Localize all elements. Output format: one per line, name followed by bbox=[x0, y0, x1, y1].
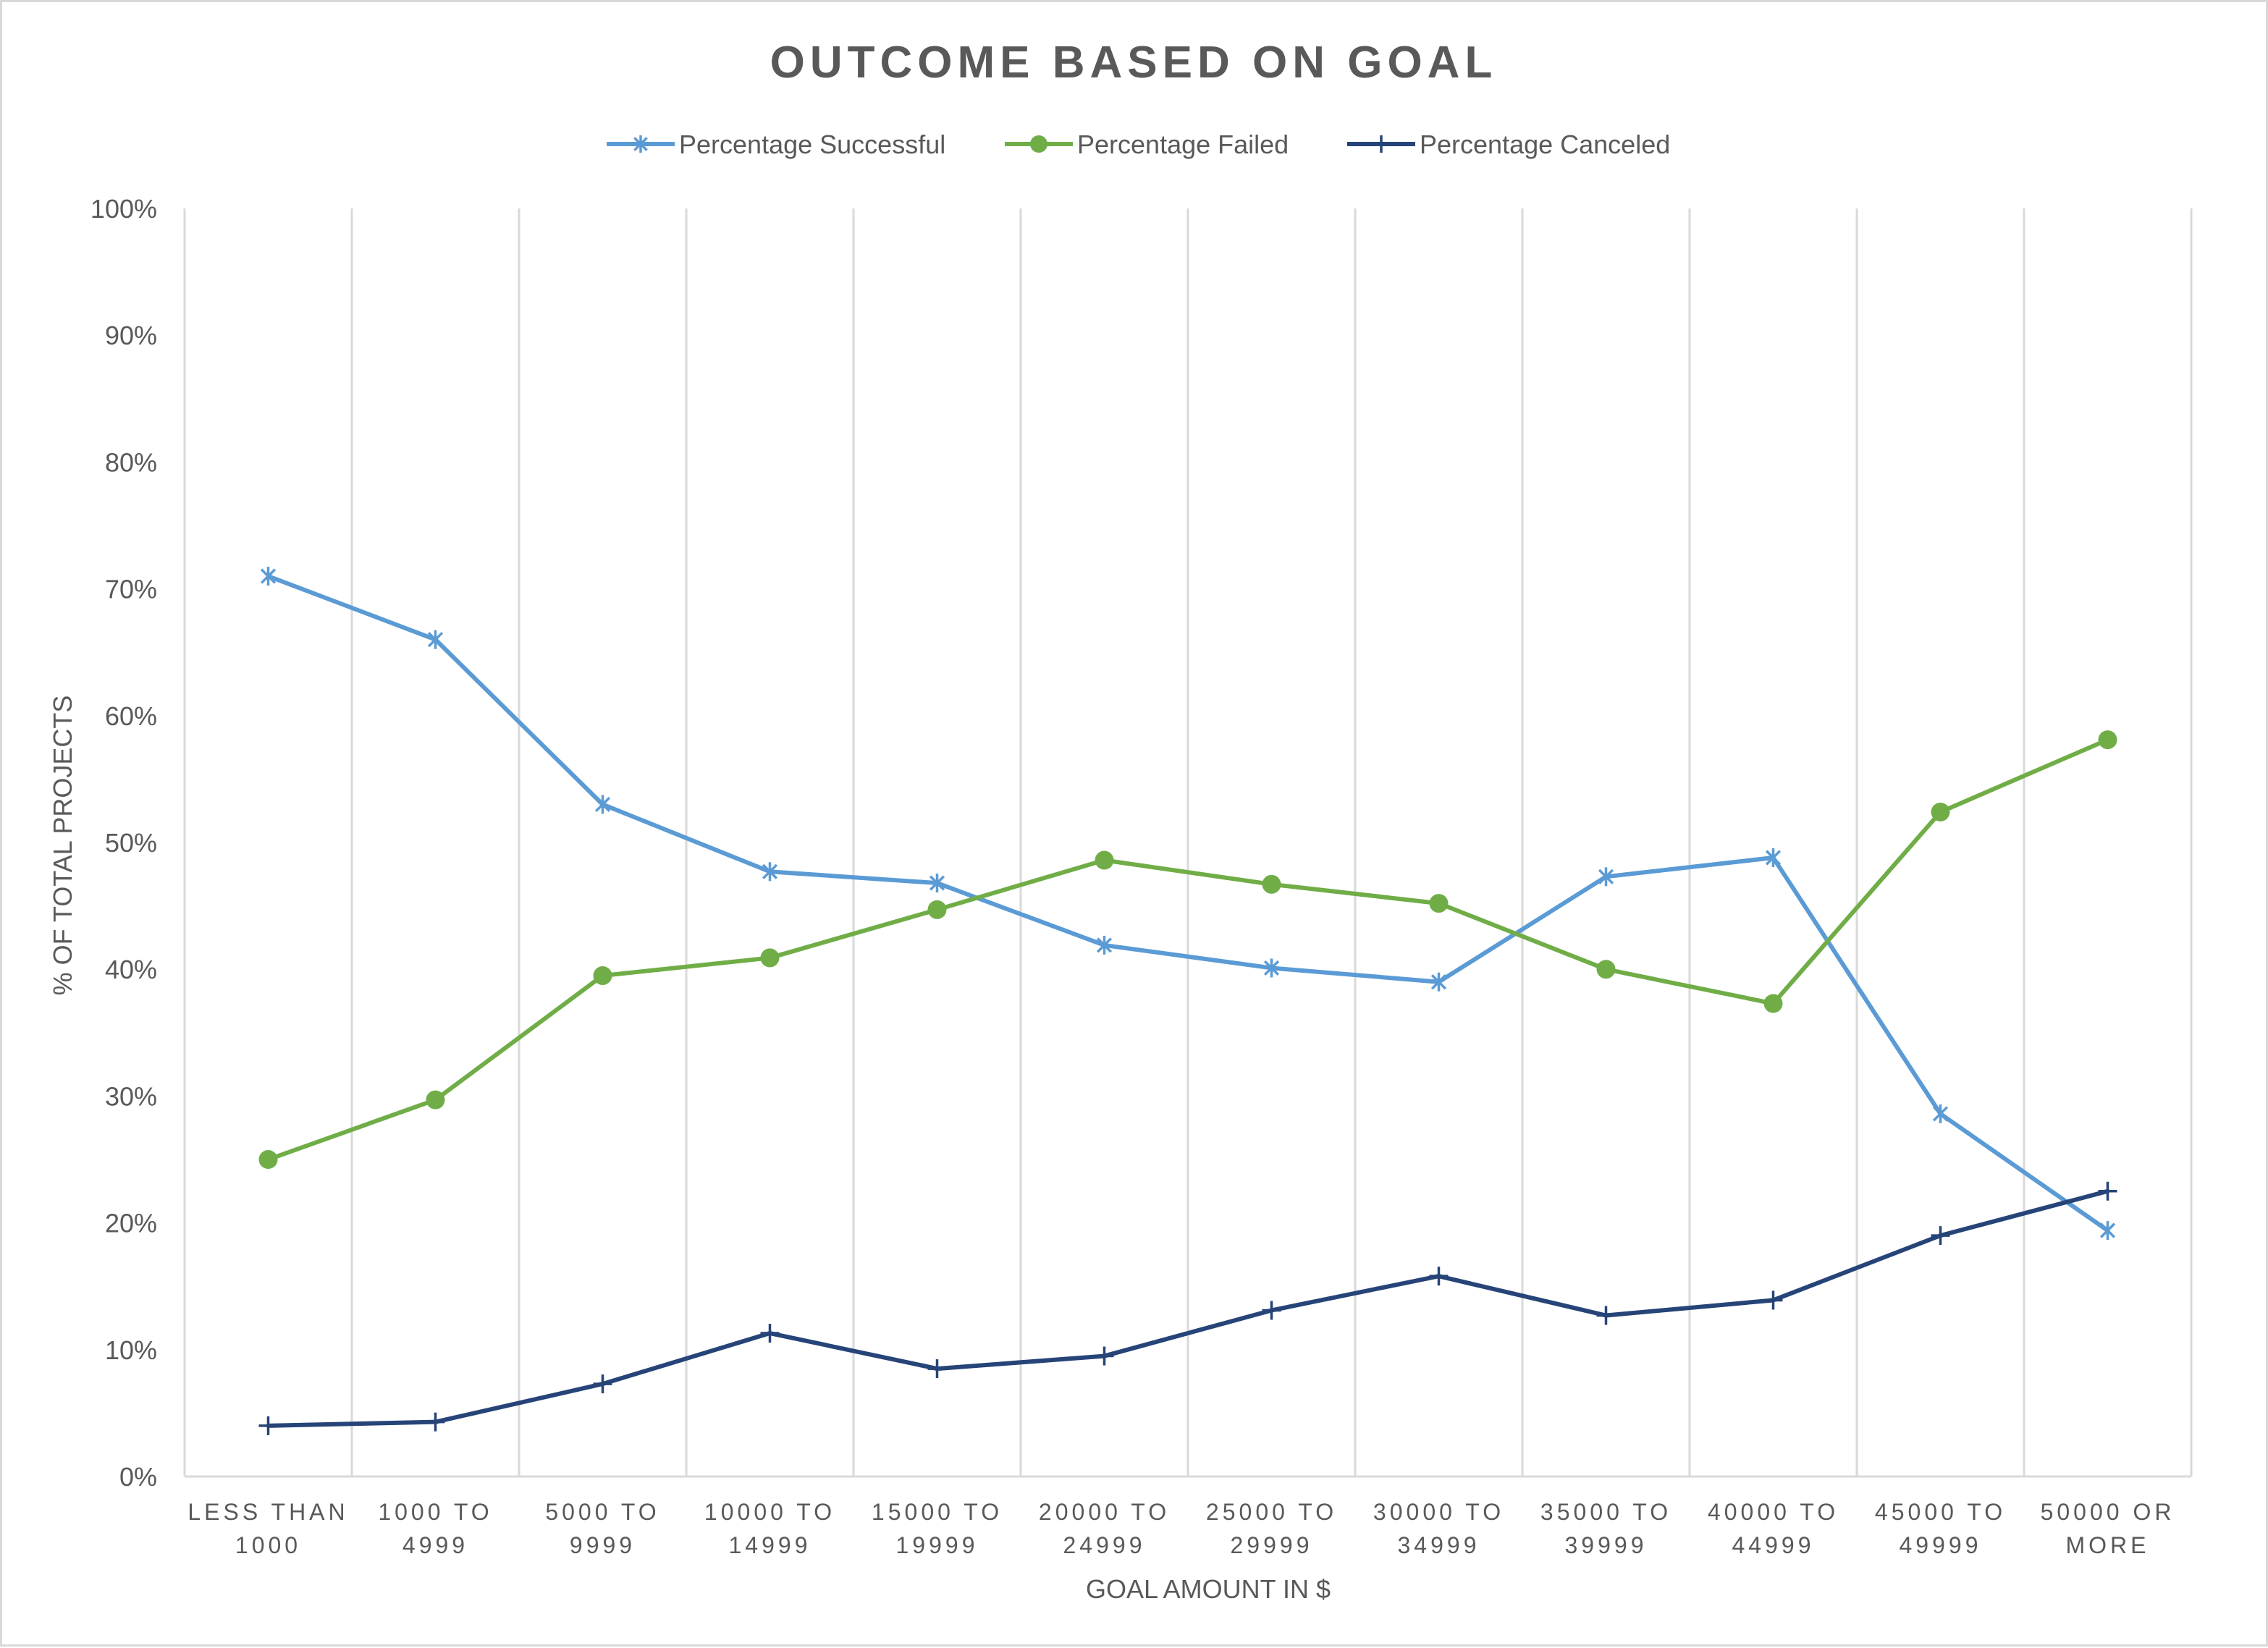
x-tick-label: 1000 TO 4999 bbox=[378, 1499, 492, 1558]
data-point bbox=[1596, 960, 1616, 979]
data-point bbox=[260, 567, 277, 586]
y-tick-label: 90% bbox=[105, 321, 157, 350]
y-tick-label: 30% bbox=[105, 1081, 157, 1111]
x-tick-label: 25000 TO 29999 bbox=[1206, 1499, 1337, 1558]
data-point bbox=[760, 1324, 780, 1343]
data-point bbox=[1030, 135, 1047, 153]
legend-label: Percentage Successful bbox=[679, 130, 945, 159]
series-line bbox=[266, 1188, 2110, 1428]
series-lines bbox=[266, 574, 2110, 1428]
data-point bbox=[1763, 1290, 1783, 1310]
legend-label: Percentage Failed bbox=[1077, 130, 1289, 159]
y-tick-label: 50% bbox=[105, 828, 157, 858]
data-point bbox=[2098, 730, 2117, 750]
data-point bbox=[633, 135, 648, 153]
data-point bbox=[1430, 972, 1447, 992]
data-point bbox=[593, 1374, 612, 1394]
data-point bbox=[762, 862, 778, 882]
x-tick-label: 40000 TO 44999 bbox=[1708, 1499, 1839, 1558]
y-tick-label: 20% bbox=[105, 1209, 157, 1238]
data-point bbox=[1931, 802, 1950, 821]
x-tick-label: 15000 TO 19999 bbox=[872, 1499, 1003, 1558]
data-point bbox=[1931, 1226, 1950, 1246]
x-tick-label: 10000 TO 14999 bbox=[704, 1499, 835, 1558]
data-point bbox=[760, 948, 780, 968]
data-point bbox=[2099, 1221, 2116, 1241]
y-axis-title: % OF TOTAL PROJECTS bbox=[48, 696, 77, 996]
y-tick-label: 70% bbox=[105, 575, 157, 604]
legend-label: Percentage Canceled bbox=[1420, 130, 1670, 159]
data-point bbox=[258, 1150, 278, 1169]
data-point bbox=[1932, 1104, 1949, 1123]
x-axis-ticks: LESS THAN 1000 1000 TO 4999 5000 TO 9999 10000… bbox=[187, 1499, 2175, 1558]
legend-item: Percentage Successful bbox=[607, 130, 945, 159]
data-point bbox=[594, 795, 611, 814]
data-point bbox=[1429, 1267, 1449, 1286]
y-tick-label: 0% bbox=[119, 1462, 157, 1492]
chart-title: OUTCOME BASED ON GOAL bbox=[770, 38, 1498, 88]
data-point bbox=[1262, 1301, 1281, 1320]
series-line bbox=[266, 574, 2110, 1233]
data-point bbox=[1095, 850, 1114, 870]
data-point bbox=[1596, 1306, 1616, 1325]
x-axis-title: GOAL AMOUNT IN $ bbox=[1086, 1574, 1331, 1604]
data-point bbox=[426, 1412, 445, 1432]
y-tick-label: 80% bbox=[105, 447, 157, 477]
data-point bbox=[1763, 994, 1783, 1013]
legend-item: Percentage Failed bbox=[1005, 130, 1289, 159]
data-point bbox=[927, 900, 947, 919]
data-point bbox=[927, 1359, 947, 1379]
x-tick-label: LESS THAN 1000 bbox=[187, 1499, 348, 1558]
y-axis-ticks: 0% 10% 20% 30% 40% 50% 60% 70% 80% 90% 100% bbox=[90, 194, 157, 1492]
x-tick-label: 50000 OR MORE bbox=[2041, 1499, 2175, 1558]
legend: Percentage Successful Percentage Failed Pe… bbox=[607, 130, 1670, 159]
data-point bbox=[1262, 874, 1281, 894]
y-tick-label: 60% bbox=[105, 701, 157, 731]
data-point bbox=[1765, 848, 1782, 868]
data-point bbox=[2098, 1181, 2117, 1201]
plot-gridlines bbox=[183, 208, 2193, 1478]
data-point bbox=[258, 1416, 278, 1435]
y-tick-label: 100% bbox=[90, 194, 157, 224]
data-point bbox=[1095, 1346, 1114, 1366]
x-tick-label: 5000 TO 9999 bbox=[545, 1499, 659, 1558]
series-line bbox=[266, 738, 2110, 1162]
x-tick-label: 45000 TO 49999 bbox=[1875, 1499, 2006, 1558]
data-point bbox=[1096, 935, 1113, 955]
data-point bbox=[1598, 867, 1614, 887]
y-tick-label: 40% bbox=[105, 955, 157, 984]
x-tick-label: 20000 TO 24999 bbox=[1039, 1499, 1170, 1558]
y-tick-label: 10% bbox=[105, 1335, 157, 1365]
data-point bbox=[427, 630, 444, 649]
data-point bbox=[1263, 958, 1280, 978]
data-point bbox=[1429, 894, 1449, 913]
data-point bbox=[593, 965, 612, 985]
data-point bbox=[1373, 135, 1390, 153]
x-tick-label: 35000 TO 39999 bbox=[1540, 1499, 1672, 1558]
data-point bbox=[426, 1090, 445, 1110]
legend-item: Percentage Canceled bbox=[1347, 130, 1670, 159]
series-markers bbox=[258, 567, 2117, 1435]
x-tick-label: 30000 TO 34999 bbox=[1373, 1499, 1504, 1558]
data-point bbox=[929, 874, 945, 893]
